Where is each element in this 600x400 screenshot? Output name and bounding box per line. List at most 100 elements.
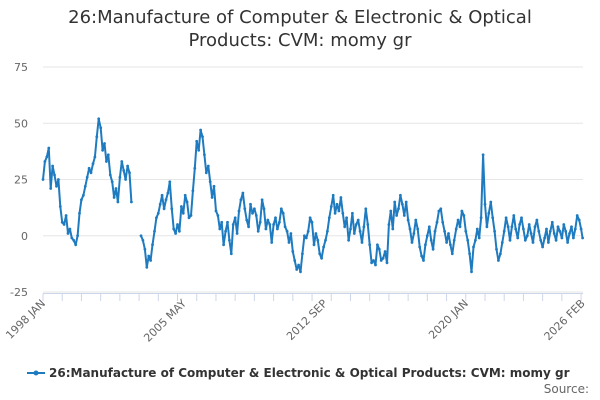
data-point[interactable] [514, 227, 518, 231]
data-point[interactable] [220, 220, 224, 224]
data-point[interactable] [203, 153, 206, 157]
data-point[interactable] [91, 162, 95, 166]
data-point[interactable] [523, 238, 527, 242]
data-point[interactable] [389, 209, 393, 213]
data-point[interactable] [47, 146, 51, 150]
data-point[interactable] [581, 236, 584, 240]
data-point[interactable] [449, 243, 452, 247]
data-point[interactable] [395, 214, 398, 217]
data-point[interactable] [214, 209, 218, 213]
data-point[interactable] [347, 238, 350, 242]
data-point[interactable] [504, 216, 508, 220]
data-point[interactable] [579, 227, 583, 231]
data-point[interactable] [324, 238, 327, 242]
source-credit[interactable]: Source: [544, 382, 589, 396]
data-point[interactable] [533, 225, 537, 229]
series-line[interactable] [42, 117, 133, 246]
data-point[interactable] [364, 207, 368, 211]
data-point[interactable] [512, 214, 516, 217]
data-point[interactable] [266, 218, 270, 222]
data-point[interactable] [262, 207, 266, 211]
data-point[interactable] [381, 256, 385, 260]
data-point[interactable] [429, 238, 433, 242]
data-point[interactable] [76, 234, 79, 238]
data-point[interactable] [404, 200, 408, 204]
data-point[interactable] [558, 229, 562, 233]
data-point[interactable] [356, 218, 360, 222]
data-point[interactable] [406, 218, 410, 222]
data-point[interactable] [228, 238, 231, 242]
data-point[interactable] [554, 238, 558, 242]
data-point[interactable] [279, 207, 283, 211]
data-point[interactable] [354, 223, 358, 226]
data-point[interactable] [176, 223, 179, 226]
data-point[interactable] [139, 234, 143, 238]
data-point[interactable] [493, 229, 496, 233]
data-point[interactable] [391, 227, 395, 231]
data-point[interactable] [303, 234, 306, 238]
data-point[interactable] [572, 236, 575, 240]
data-point[interactable] [278, 220, 281, 224]
data-point[interactable] [518, 223, 521, 226]
data-point[interactable] [66, 232, 70, 235]
data-point[interactable] [329, 205, 333, 208]
data-point[interactable] [62, 223, 66, 226]
data-point[interactable] [573, 227, 577, 231]
data-point[interactable] [372, 259, 375, 262]
data-point[interactable] [479, 216, 483, 220]
data-point[interactable] [174, 232, 178, 235]
data-point[interactable] [160, 193, 164, 197]
data-point[interactable] [226, 220, 229, 224]
data-point[interactable] [495, 247, 498, 251]
data-point[interactable] [541, 245, 544, 249]
data-point[interactable] [291, 250, 295, 253]
data-point[interactable] [143, 247, 147, 251]
data-point[interactable] [351, 211, 354, 215]
data-point[interactable] [537, 229, 541, 233]
data-point[interactable] [520, 216, 523, 220]
data-point[interactable] [126, 164, 129, 168]
data-point[interactable] [556, 225, 560, 229]
data-point[interactable] [51, 164, 54, 168]
data-point[interactable] [460, 209, 464, 213]
data-point[interactable] [216, 214, 220, 217]
data-point[interactable] [425, 234, 429, 238]
data-point[interactable] [502, 229, 506, 233]
data-point[interactable] [335, 202, 339, 206]
data-point[interactable] [550, 220, 554, 224]
data-point[interactable] [506, 225, 510, 229]
data-point[interactable] [441, 220, 445, 224]
data-point[interactable] [431, 247, 435, 251]
data-point[interactable] [83, 184, 87, 188]
data-point[interactable] [78, 211, 81, 215]
data-point[interactable] [489, 200, 493, 204]
data-point[interactable] [103, 142, 106, 145]
data-point[interactable] [235, 232, 239, 235]
data-point[interactable] [566, 241, 569, 244]
data-point[interactable] [299, 270, 302, 274]
data-point[interactable] [481, 153, 485, 157]
data-point[interactable] [101, 148, 104, 152]
data-point[interactable] [474, 238, 477, 242]
data-point[interactable] [204, 171, 208, 175]
data-point[interactable] [349, 227, 352, 231]
data-point[interactable] [206, 164, 210, 168]
data-point[interactable] [178, 229, 181, 233]
data-point[interactable] [187, 216, 191, 220]
data-point[interactable] [304, 236, 308, 240]
data-point[interactable] [110, 180, 114, 184]
data-point[interactable] [237, 209, 241, 213]
data-point[interactable] [472, 245, 475, 249]
data-point[interactable] [529, 232, 533, 235]
data-point[interactable] [360, 241, 364, 244]
data-point[interactable] [545, 227, 548, 231]
data-point[interactable] [254, 214, 258, 217]
data-point[interactable] [58, 205, 62, 208]
data-point[interactable] [197, 148, 201, 152]
data-point[interactable] [249, 202, 252, 206]
data-point[interactable] [241, 191, 245, 195]
data-point[interactable] [543, 236, 546, 240]
data-point[interactable] [124, 178, 127, 181]
data-point[interactable] [49, 187, 53, 190]
data-point[interactable] [477, 236, 481, 240]
